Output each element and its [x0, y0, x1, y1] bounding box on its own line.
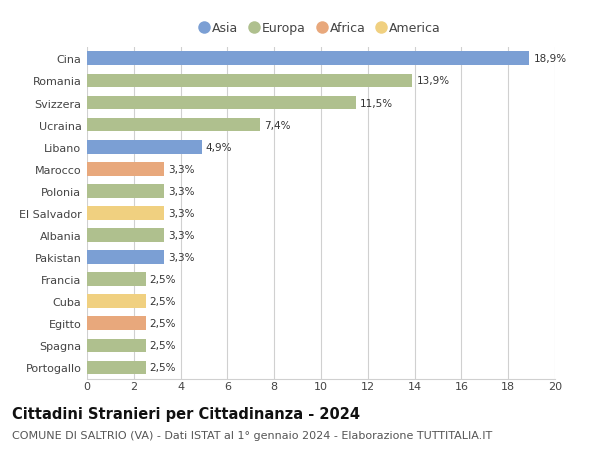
Bar: [87, 361, 146, 375]
Bar: [87, 295, 146, 308]
Bar: [87, 140, 202, 154]
Text: 2,5%: 2,5%: [150, 341, 176, 351]
Text: 2,5%: 2,5%: [150, 363, 176, 373]
Bar: [87, 251, 164, 264]
Text: 2,5%: 2,5%: [150, 319, 176, 329]
Bar: [87, 162, 164, 176]
Text: 2,5%: 2,5%: [150, 274, 176, 285]
Bar: [87, 118, 260, 132]
Text: 3,3%: 3,3%: [169, 186, 195, 196]
Bar: [87, 273, 146, 286]
Bar: [87, 52, 529, 66]
Text: 3,3%: 3,3%: [169, 230, 195, 241]
Text: 3,3%: 3,3%: [169, 208, 195, 218]
Bar: [87, 339, 146, 353]
Bar: [87, 229, 164, 242]
Text: 3,3%: 3,3%: [169, 252, 195, 263]
Text: 13,9%: 13,9%: [416, 76, 449, 86]
Bar: [87, 74, 412, 88]
Text: 7,4%: 7,4%: [265, 120, 291, 130]
Text: 3,3%: 3,3%: [169, 164, 195, 174]
Bar: [87, 317, 146, 330]
Text: 2,5%: 2,5%: [150, 297, 176, 307]
Text: 11,5%: 11,5%: [361, 98, 394, 108]
Bar: [87, 185, 164, 198]
Text: 4,9%: 4,9%: [206, 142, 232, 152]
Text: COMUNE DI SALTRIO (VA) - Dati ISTAT al 1° gennaio 2024 - Elaborazione TUTTITALIA: COMUNE DI SALTRIO (VA) - Dati ISTAT al 1…: [12, 431, 492, 441]
Bar: [87, 207, 164, 220]
Bar: [87, 96, 356, 110]
Text: Cittadini Stranieri per Cittadinanza - 2024: Cittadini Stranieri per Cittadinanza - 2…: [12, 406, 360, 421]
Text: 18,9%: 18,9%: [533, 54, 566, 64]
Legend: Asia, Europa, Africa, America: Asia, Europa, Africa, America: [201, 22, 441, 35]
